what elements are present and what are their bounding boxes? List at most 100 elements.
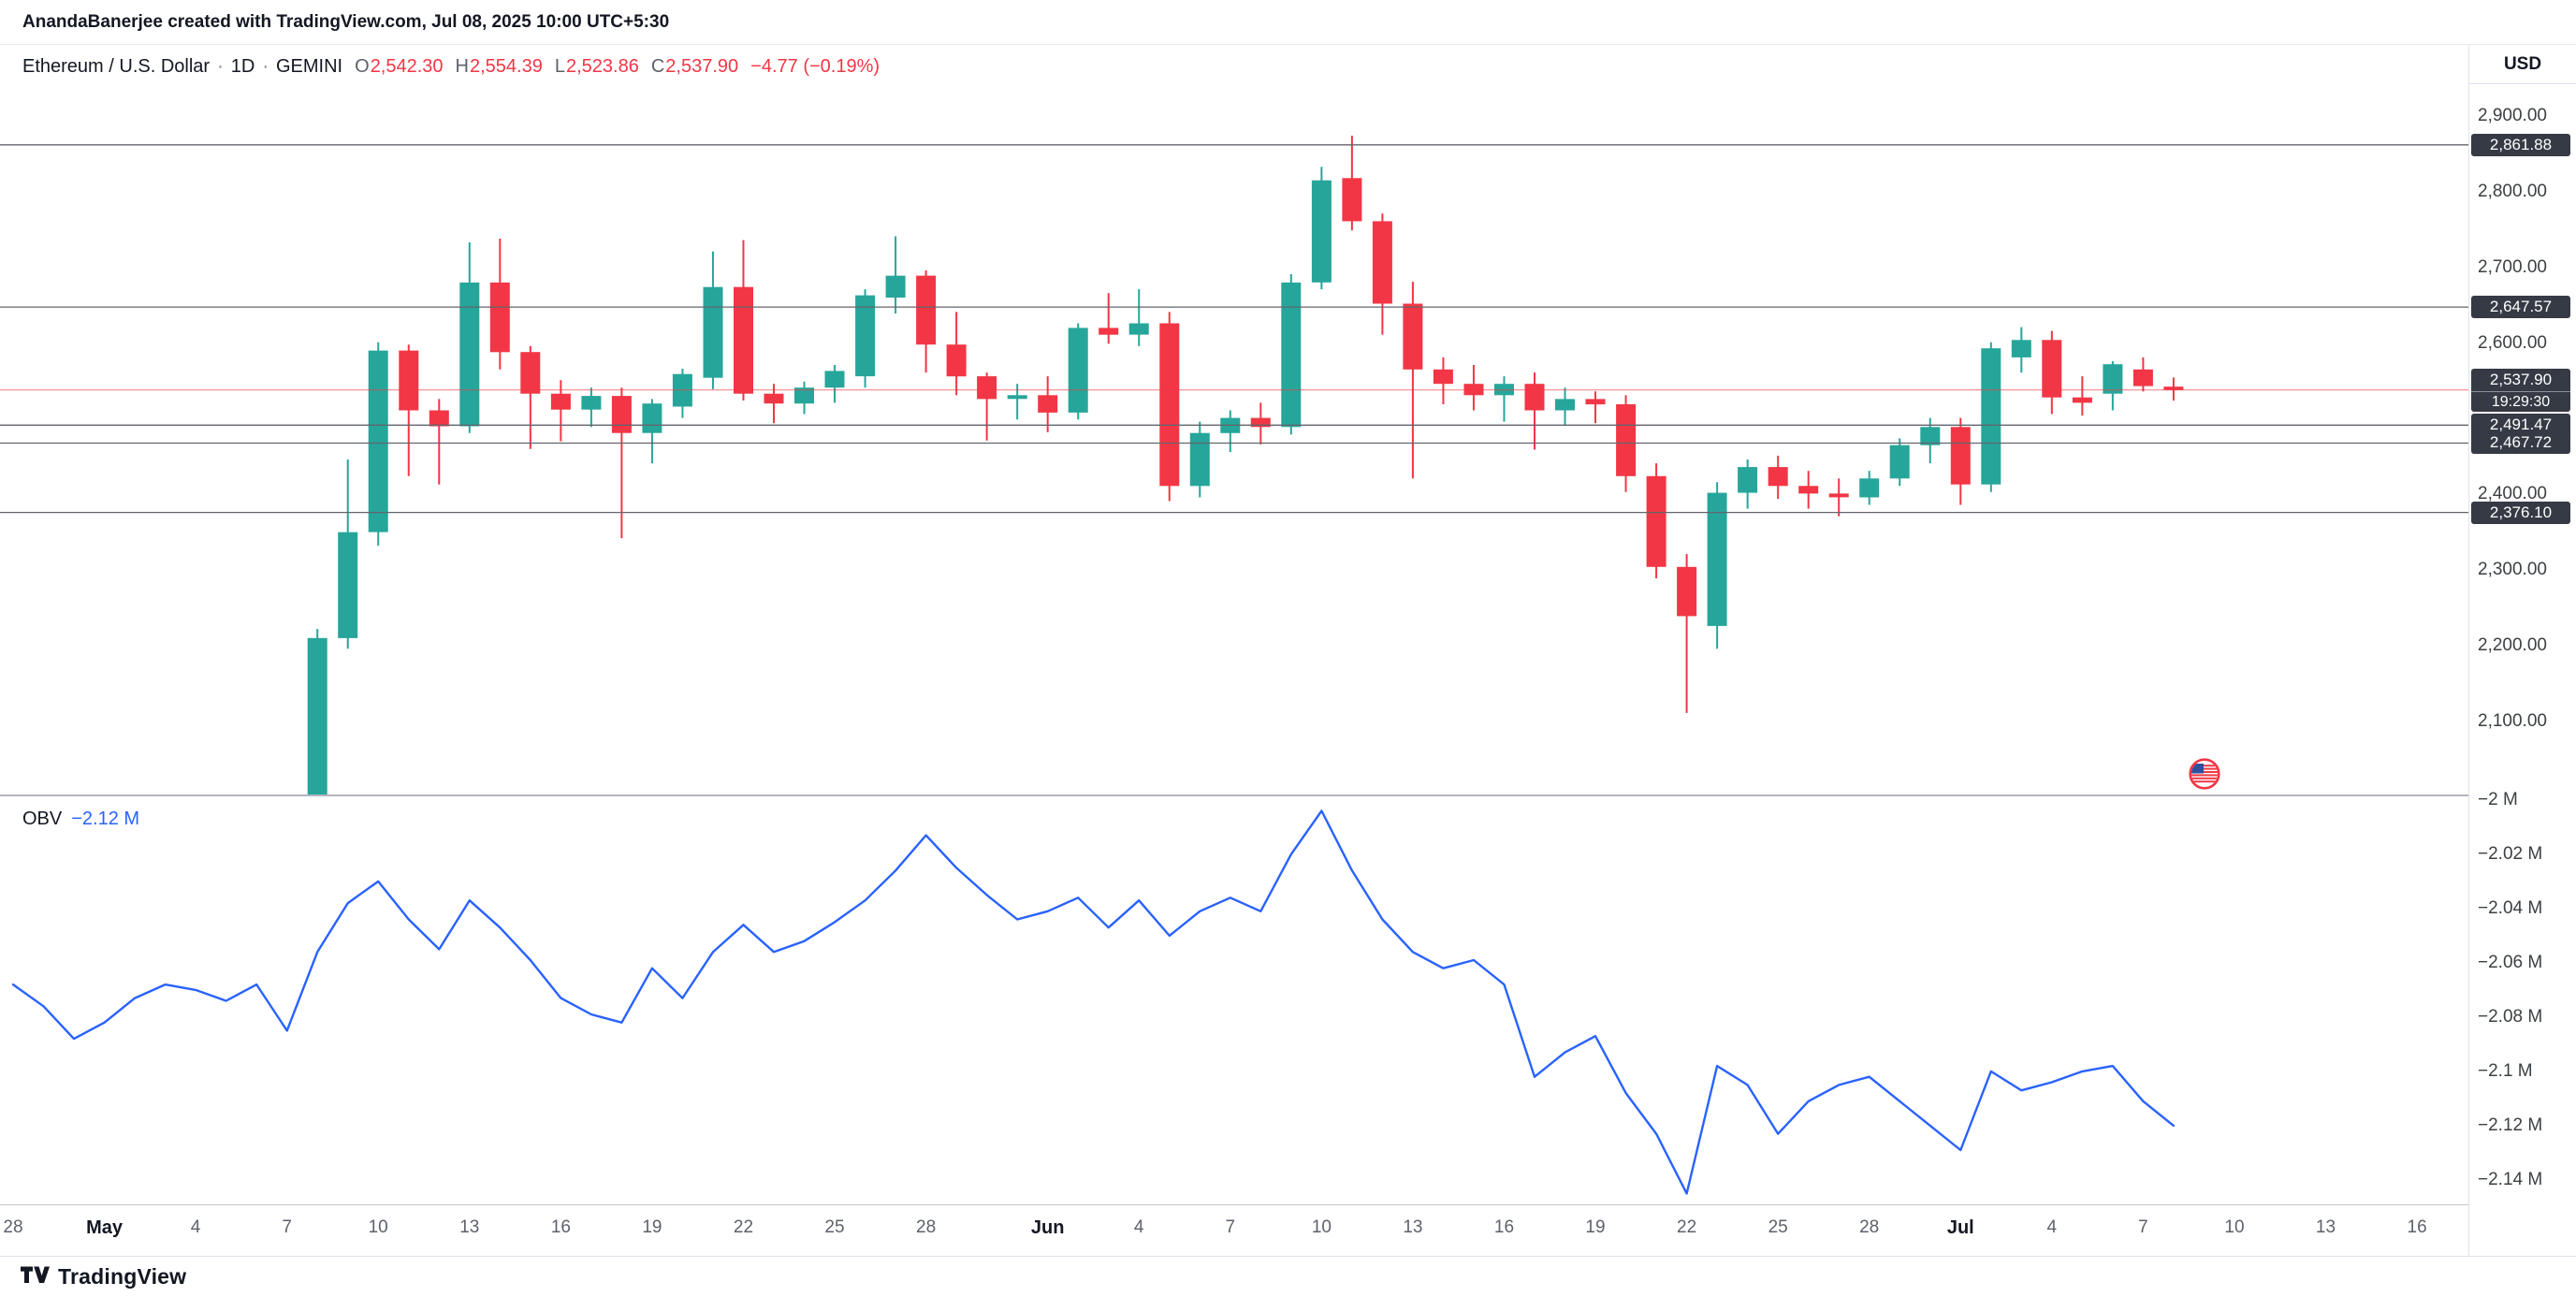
candle-down (1099, 293, 1119, 344)
candle-down (1646, 463, 1666, 578)
candle-down (1038, 376, 1058, 432)
candle-down (1159, 312, 1180, 502)
candle-down (1250, 402, 1271, 444)
candle-down (1463, 365, 1484, 411)
price-level-badge: 2,647.57 (2471, 296, 2570, 318)
attribution-bar: AnandaBanerjee created with TradingView.… (0, 0, 2576, 45)
legend-separator: · (262, 56, 269, 77)
symbol-title[interactable]: Ethereum / U.S. Dollar (22, 56, 211, 77)
price-tick-label: 2,800.00 (2478, 182, 2547, 201)
ohlc-low: L2,523.86 (555, 56, 639, 78)
candle-up (368, 342, 388, 546)
obv-legend: OBV −2.12 M (22, 809, 139, 830)
candle-up (1220, 410, 1241, 452)
time-tick-label: 16 (2407, 1217, 2427, 1237)
time-tick-label: 22 (733, 1217, 754, 1237)
price-tick-label: 2,700.00 (2478, 257, 2547, 277)
pane-separator[interactable] (0, 794, 2576, 796)
low-letter: L (554, 56, 565, 77)
candle-down (399, 344, 419, 476)
change-value: −4.77 (−0.19%) (750, 56, 880, 77)
interval-label[interactable]: 1D (230, 56, 255, 77)
footer-bar: TradingView (0, 1256, 2576, 1297)
price-tick-label: 2,600.00 (2478, 333, 2547, 353)
obv-tick-label: −2.12 M (2478, 1115, 2543, 1135)
time-tick-label: 25 (824, 1217, 845, 1237)
obv-value: −2.12 M (71, 809, 140, 829)
candle-down (2132, 357, 2153, 392)
time-tick-label: 16 (550, 1217, 571, 1237)
open-letter: O (355, 56, 370, 77)
obv-pane[interactable]: OBV −2.12 M (0, 797, 2468, 1204)
tradingview-logo-icon[interactable] (21, 1264, 50, 1290)
time-tick-label: 4 (1133, 1217, 1144, 1237)
candle-down (1585, 391, 1606, 424)
time-tick-label: 4 (2046, 1217, 2058, 1237)
candle-up (1981, 342, 2001, 492)
candle-up (581, 387, 602, 428)
candle-up (2011, 327, 2031, 373)
time-tick-label: 7 (1225, 1217, 1236, 1237)
candle-up (1859, 471, 1880, 505)
tradingview-brand[interactable]: TradingView (58, 1264, 187, 1289)
last-price-badge: 2,537.90 19:29:30 (2471, 369, 2570, 412)
candle-down (550, 380, 571, 442)
time-tick-label: 10 (2224, 1217, 2245, 1237)
time-tick-label: Jul (1946, 1217, 1974, 1238)
price-level-badge: 2,467.72 (2471, 431, 2570, 454)
candle-down (2042, 330, 2062, 415)
candle-down (429, 399, 449, 485)
candle-down (1342, 136, 1362, 231)
ohlc-open: O2,542.30 (355, 56, 443, 78)
candle-down (611, 387, 632, 539)
time-tick-label: 22 (1677, 1217, 1697, 1237)
obv-tick-label: −2 M (2478, 790, 2518, 809)
obv-line-chart[interactable] (0, 797, 2468, 1204)
time-tick-label: 25 (1768, 1217, 1788, 1237)
obv-tick-label: −2.02 M (2478, 844, 2543, 864)
obv-tick-label: −2.04 M (2478, 898, 2543, 918)
candle-down (734, 240, 753, 401)
candle-up (855, 289, 876, 388)
obv-tick-label: −2.06 M (2478, 953, 2543, 972)
obv-tick-label: −2.1 M (2478, 1061, 2533, 1081)
price-level-badge: 2,376.10 (2471, 502, 2570, 524)
exchange-label[interactable]: GEMINI (276, 56, 343, 77)
price-level-badge: 2,861.88 (2471, 134, 2570, 156)
close-value: 2,537.90 (665, 56, 739, 77)
obv-tick-label: −2.14 M (2478, 1170, 2543, 1189)
time-tick-label: 7 (282, 1217, 292, 1237)
price-scale[interactable]: USD 2,900.00 2,800.00 2,700.00 2,600.00 2,40… (2468, 45, 2576, 1256)
candle-up (1068, 323, 1088, 420)
candle-up (672, 369, 692, 418)
candle-up (794, 381, 814, 415)
candle-down (1403, 282, 1423, 479)
candle-up (1281, 274, 1302, 435)
candle-up (1738, 459, 1758, 509)
price-tick-label: 2,400.00 (2478, 484, 2547, 503)
time-tick-label: May (86, 1217, 124, 1238)
price-tick-label: 2,100.00 (2478, 711, 2547, 731)
obv-label[interactable]: OBV (22, 809, 63, 829)
low-value: 2,523.86 (565, 56, 639, 77)
time-tick-label: 4 (190, 1217, 201, 1237)
obv-tick-label: −2.08 M (2478, 1007, 2543, 1027)
currency-label[interactable]: USD (2469, 45, 2576, 84)
candle-up (338, 459, 358, 649)
candle-down (1677, 554, 1697, 713)
candle-down (1372, 213, 1392, 335)
candlestick-chart[interactable] (0, 45, 2468, 795)
time-tick-label: Jun (1030, 1217, 1065, 1238)
candle-down (916, 270, 937, 373)
time-tick-label: 28 (916, 1217, 937, 1237)
candle-down (1524, 372, 1545, 450)
time-scale[interactable]: 28 May 4 7 10 13 16 19 22 25 28 Jun 4 7 10 13 16 19 22 25 28… (0, 1205, 2468, 1256)
us-flag-icon[interactable] (2189, 758, 2220, 790)
ohlc-close: C2,537.90 (651, 56, 738, 78)
price-pane[interactable]: Ethereum / U.S. Dollar · 1D · GEMINI O2,… (0, 45, 2468, 795)
high-letter: H (455, 56, 469, 77)
close-letter: C (650, 56, 665, 77)
candle-up (1889, 438, 1910, 487)
candle-up (1707, 482, 1727, 649)
candle-up (1128, 289, 1149, 346)
